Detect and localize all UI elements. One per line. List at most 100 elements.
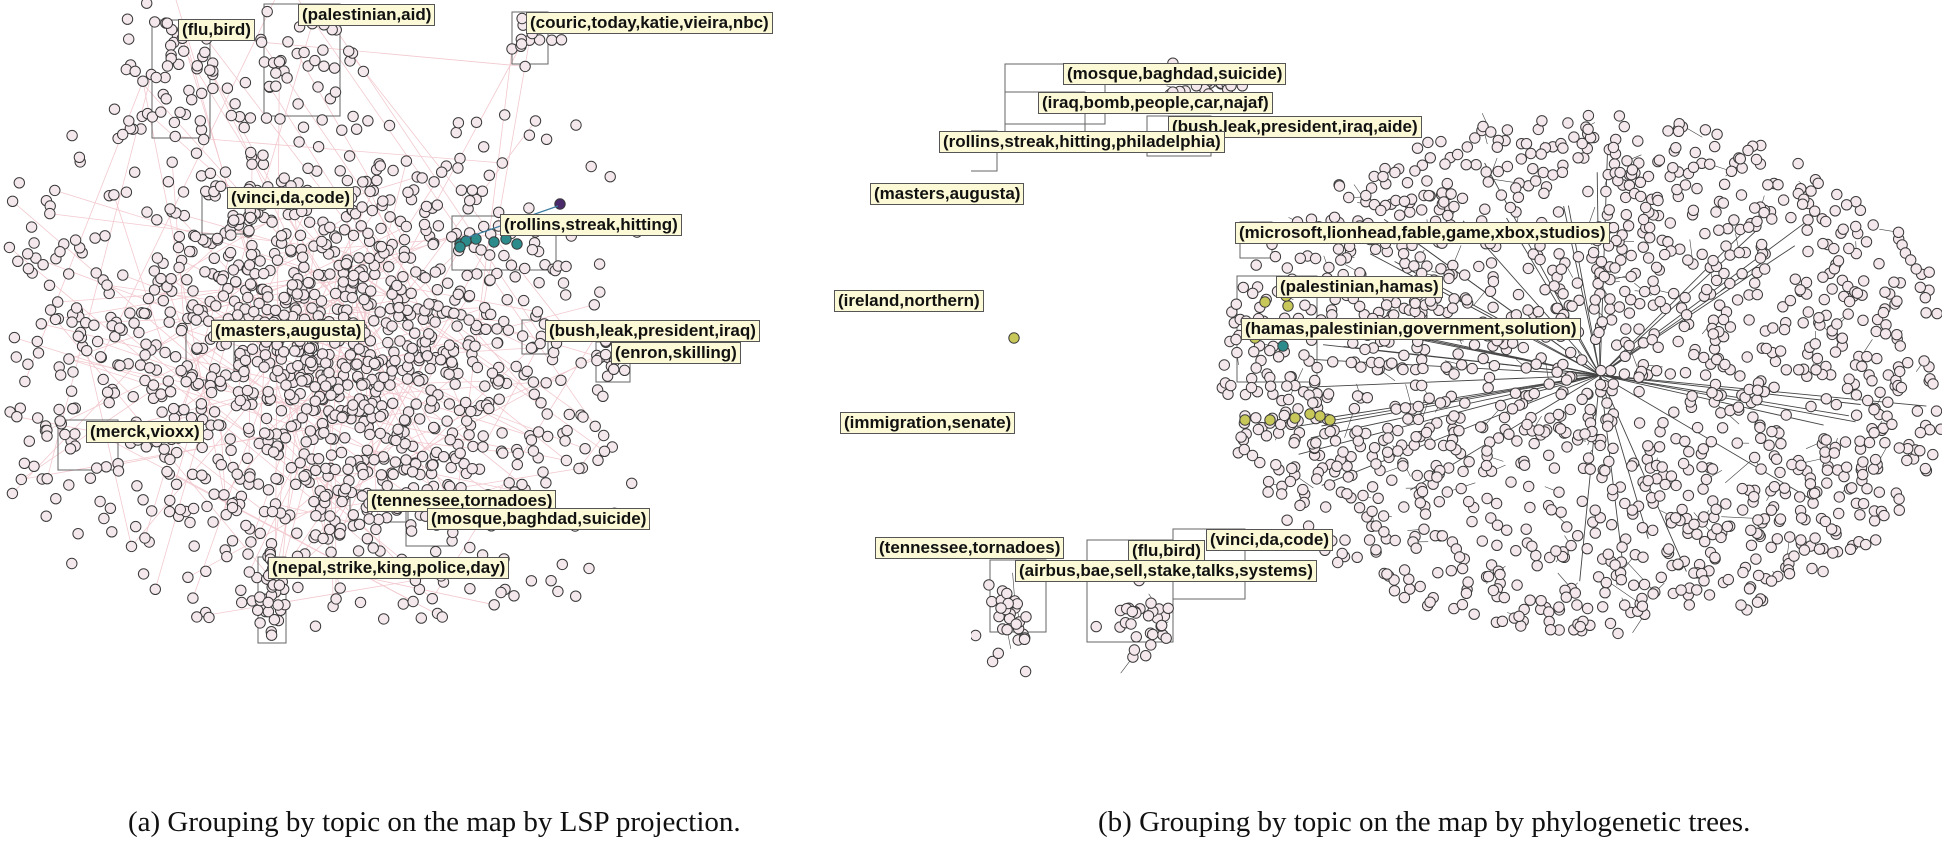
graph-node [488, 236, 500, 248]
graph-node [1424, 152, 1436, 164]
graph-node [512, 447, 524, 460]
graph-node [1767, 322, 1779, 334]
graph-node [589, 420, 601, 432]
graph-node [1431, 471, 1443, 483]
graph-node [1698, 351, 1710, 364]
graph-node [117, 269, 129, 281]
graph-node [1230, 333, 1242, 346]
graph-node [1867, 463, 1880, 475]
graph-node [1439, 158, 1451, 170]
graph-node [1412, 413, 1425, 426]
graph-node [53, 403, 65, 416]
graph-node [375, 222, 387, 235]
graph-node [1441, 177, 1453, 190]
graph-node [1920, 307, 1932, 319]
graph-node [173, 58, 185, 71]
graph-node [1854, 509, 1866, 521]
graph-node [1582, 452, 1595, 464]
graph-node [1616, 541, 1628, 553]
graph-node [386, 288, 398, 300]
graph-node [1619, 599, 1631, 611]
graph-node [1336, 547, 1348, 560]
graph-node [466, 463, 478, 475]
graph-node [1882, 396, 1894, 408]
graph-node [527, 376, 540, 388]
graph-node [305, 356, 317, 368]
graph-node [1830, 398, 1842, 411]
graph-node [1743, 583, 1756, 595]
graph-node [441, 415, 453, 427]
graph-node [1792, 157, 1804, 170]
graph-node [151, 252, 164, 264]
graph-node [1128, 644, 1141, 656]
graph-node [1749, 202, 1761, 214]
graph-node [272, 365, 284, 377]
graph-node [1359, 343, 1371, 356]
graph-node [1914, 445, 1926, 457]
graph-node [1404, 206, 1416, 218]
graph-node [1397, 248, 1410, 260]
graph-node [598, 445, 611, 457]
graph-node [545, 575, 557, 587]
graph-node [1850, 409, 1863, 421]
graph-node [1551, 366, 1563, 378]
graph-node [274, 113, 286, 125]
graph-node [1752, 514, 1764, 526]
graph-node [1686, 390, 1698, 402]
caption-b: (b) Grouping by topic on the map by phyl… [1098, 806, 1751, 838]
graph-node [1840, 461, 1853, 473]
graph-node [353, 252, 365, 264]
graph-node [1861, 483, 1873, 495]
graph-node [1501, 160, 1514, 173]
graph-node [138, 307, 151, 319]
graph-node [1485, 126, 1497, 138]
graph-node [533, 34, 546, 46]
graph-node [308, 288, 321, 301]
graph-node [535, 397, 547, 409]
graph-node [1468, 608, 1480, 620]
graph-node [1742, 144, 1754, 157]
graph-node [50, 493, 62, 505]
graph-node [426, 593, 438, 605]
graph-node [354, 596, 367, 609]
graph-node [1766, 213, 1778, 225]
graph-node [1805, 400, 1817, 413]
graph-node [1421, 175, 1433, 187]
graph-node [149, 583, 162, 595]
graph-node [1423, 189, 1435, 202]
graph-node [173, 230, 186, 243]
graph-node [446, 356, 458, 368]
graph-node [428, 421, 440, 434]
graph-node [1667, 162, 1679, 174]
graph-node [169, 351, 182, 363]
graph-node [1628, 579, 1640, 591]
graph-edge [21, 411, 409, 480]
graph-node [235, 584, 247, 596]
graph-node [1707, 328, 1719, 340]
graph-node [1801, 224, 1813, 236]
graph-node [294, 457, 306, 469]
graph-node [1604, 293, 1616, 305]
graph-node [192, 304, 204, 316]
graph-node [63, 479, 75, 491]
graph-node [1606, 483, 1619, 496]
graph-node [1445, 439, 1457, 452]
graph-node [1543, 606, 1555, 618]
graph-node [69, 234, 82, 246]
topic-label: (enron,skilling) [611, 342, 741, 364]
graph-node [392, 423, 404, 435]
graph-node [1386, 474, 1398, 486]
graph-node [368, 315, 380, 327]
graph-node [1709, 140, 1721, 153]
graph-node [351, 358, 363, 370]
graph-node [523, 129, 536, 141]
graph-node [1901, 454, 1913, 467]
graph-node [158, 443, 170, 455]
graph-node [8, 331, 21, 344]
graph-node [498, 315, 510, 328]
graph-node [1743, 314, 1755, 326]
graph-node [273, 579, 286, 591]
graph-node [117, 128, 129, 141]
graph-node [1487, 584, 1500, 597]
graph-node [470, 233, 482, 245]
